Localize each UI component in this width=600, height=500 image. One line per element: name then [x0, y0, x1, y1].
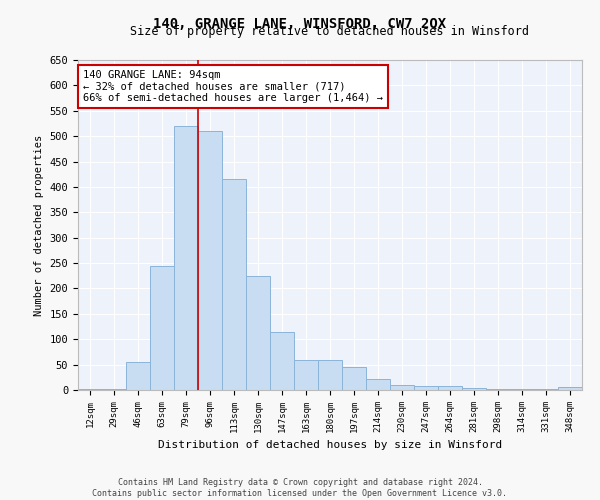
- Bar: [486, 389, 510, 390]
- Bar: [342, 367, 366, 390]
- Bar: [318, 360, 342, 390]
- Y-axis label: Number of detached properties: Number of detached properties: [34, 134, 44, 316]
- Title: Size of property relative to detached houses in Winsford: Size of property relative to detached ho…: [131, 25, 530, 38]
- Bar: [126, 362, 150, 390]
- Bar: [438, 386, 462, 390]
- Bar: [198, 131, 222, 390]
- Bar: [78, 389, 102, 390]
- Bar: [150, 266, 174, 390]
- Bar: [558, 388, 582, 390]
- Text: 140, GRANGE LANE, WINSFORD, CW7 2QX: 140, GRANGE LANE, WINSFORD, CW7 2QX: [154, 18, 446, 32]
- Bar: [366, 379, 390, 390]
- Bar: [390, 385, 414, 390]
- Bar: [294, 360, 318, 390]
- Bar: [102, 389, 126, 390]
- X-axis label: Distribution of detached houses by size in Winsford: Distribution of detached houses by size …: [158, 440, 502, 450]
- Bar: [222, 180, 246, 390]
- Text: Contains HM Land Registry data © Crown copyright and database right 2024.
Contai: Contains HM Land Registry data © Crown c…: [92, 478, 508, 498]
- Bar: [270, 332, 294, 390]
- Bar: [174, 126, 198, 390]
- Bar: [414, 386, 438, 390]
- Text: 140 GRANGE LANE: 94sqm
← 32% of detached houses are smaller (717)
66% of semi-de: 140 GRANGE LANE: 94sqm ← 32% of detached…: [83, 70, 383, 103]
- Bar: [246, 276, 270, 390]
- Bar: [462, 388, 486, 390]
